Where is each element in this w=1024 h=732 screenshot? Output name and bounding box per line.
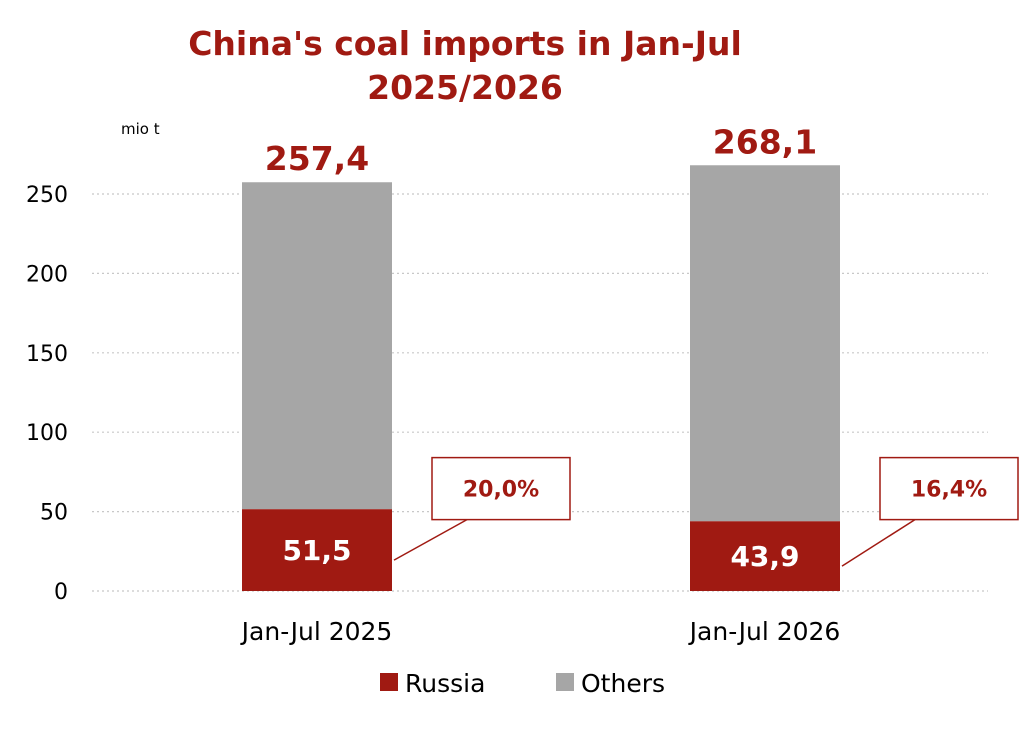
chart-title-line-2: 2025/2026: [367, 68, 563, 107]
share-callout-label: 16,4%: [911, 478, 987, 503]
y-tick-label: 0: [54, 580, 68, 605]
share-callout-box: [431, 456, 571, 521]
callout-leader-line: [841, 518, 916, 567]
y-axis-unit-label: mio t: [121, 120, 160, 138]
total-value-label: 257,4: [265, 139, 369, 178]
x-tick-label: Jan-Jul 2026: [688, 617, 841, 646]
bar-segment-russia: [242, 509, 392, 591]
total-value-label: 268,1: [713, 122, 817, 161]
legend-label-russia: Russia: [405, 669, 485, 698]
y-tick-label: 150: [26, 342, 68, 367]
x-tick-label: Jan-Jul 2025: [240, 617, 393, 646]
share-callout-label: 20,0%: [463, 478, 539, 503]
legend-swatch-russia: [380, 673, 398, 691]
share-callout-box: [879, 456, 1019, 521]
chart-title-line-1: China's coal imports in Jan-Jul: [188, 24, 742, 63]
y-tick-label: 250: [26, 183, 68, 208]
bar-segment-others: [690, 165, 840, 522]
y-tick-label: 200: [26, 262, 68, 287]
bar-segment-russia: [690, 521, 840, 591]
y-tick-label: 50: [40, 501, 68, 526]
legend-label-others: Others: [581, 669, 665, 698]
chart-title: China's coal imports in Jan-Jul 2025/202…: [0, 22, 930, 110]
legend-swatch-others: [556, 673, 574, 691]
russia-value-label: 43,9: [730, 540, 799, 573]
y-tick-label: 100: [26, 421, 68, 446]
bar-segment-others: [242, 182, 392, 510]
russia-value-label: 51,5: [282, 534, 351, 567]
callout-leader-line: [393, 518, 468, 561]
